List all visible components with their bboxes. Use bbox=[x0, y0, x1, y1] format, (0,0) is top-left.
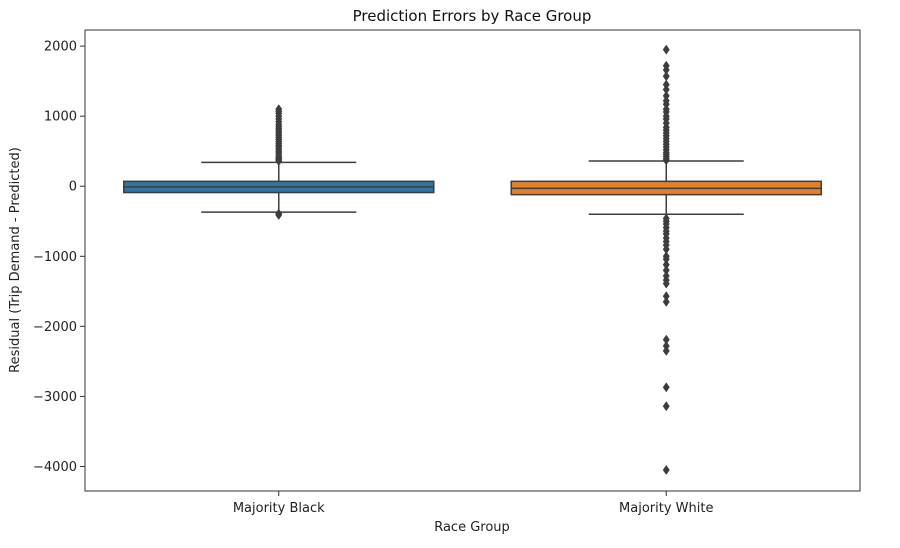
y-tick-label: −4000 bbox=[33, 460, 77, 475]
chart-title: Prediction Errors by Race Group bbox=[353, 7, 592, 25]
outlier-point bbox=[662, 71, 670, 82]
y-tick-label: −3000 bbox=[33, 390, 77, 405]
plot-area bbox=[123, 44, 822, 476]
y-tick-label: −1000 bbox=[33, 250, 77, 265]
y-tick-label: 1000 bbox=[44, 110, 77, 125]
outlier-point bbox=[662, 401, 670, 412]
y-tick-label: 0 bbox=[69, 180, 77, 195]
x-tick-label: Majority White bbox=[619, 501, 713, 516]
outlier-point bbox=[662, 464, 670, 476]
y-axis-title: Residual (Trip Demand - Predicted) bbox=[8, 147, 23, 373]
box-group-majority-white bbox=[510, 44, 822, 476]
x-axis: Majority Black Majority White bbox=[233, 491, 713, 516]
outlier-point bbox=[275, 209, 283, 220]
outlier-point bbox=[275, 155, 283, 167]
outlier-point bbox=[662, 278, 670, 289]
y-tick-label: −2000 bbox=[33, 320, 77, 335]
x-tick-label: Majority Black bbox=[233, 501, 325, 516]
x-axis-title: Race Group bbox=[434, 520, 510, 535]
y-tick-label: 2000 bbox=[44, 40, 77, 55]
outlier-point bbox=[662, 155, 670, 166]
outlier-point bbox=[662, 345, 670, 356]
outlier-point bbox=[662, 44, 670, 55]
y-axis: 2000 1000 0 −1000 −2000 −3000 −4000 bbox=[33, 40, 85, 475]
plot-frame bbox=[84, 29, 861, 492]
box-group-majority-black bbox=[123, 104, 435, 220]
outlier-point bbox=[662, 296, 670, 307]
outlier-point bbox=[662, 382, 670, 393]
